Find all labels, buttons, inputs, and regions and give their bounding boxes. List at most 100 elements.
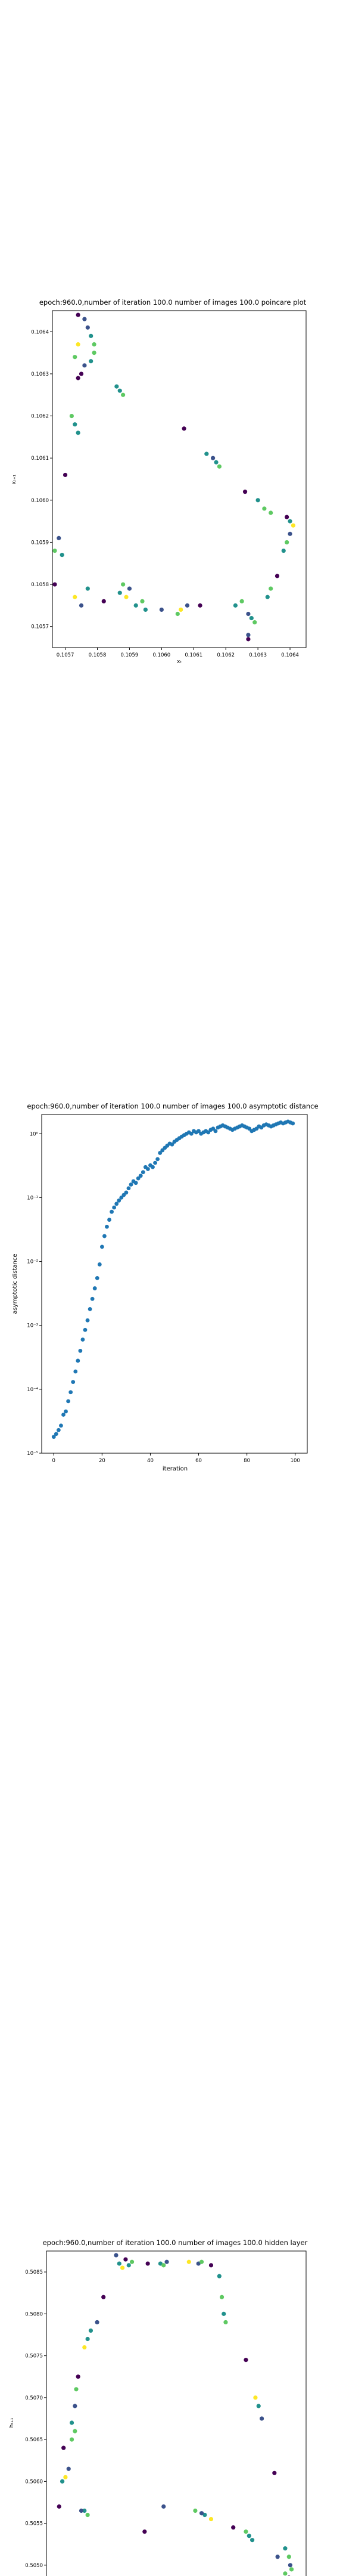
hidden-layer-chart: epoch:960.0,number of iteration 100.0 nu… — [9, 2238, 308, 2576]
scatter-point — [121, 582, 126, 587]
y-tick-label: 0.1062 — [31, 414, 49, 420]
asymptotic-x-axis-label: iteration — [163, 1466, 188, 1472]
scatter-point — [61, 2445, 66, 2450]
scatter-point — [246, 633, 251, 637]
scatter-point — [117, 1198, 121, 1203]
scatter-point — [265, 595, 270, 599]
poincare-chart: epoch:960.0,number of iteration 100.0 nu… — [11, 298, 307, 665]
scatter-point — [85, 2336, 90, 2342]
asymptotic-x-axis: 0 20 40 60 80 100 — [52, 1453, 300, 1464]
scatter-point — [97, 1262, 102, 1267]
scatter-point — [92, 342, 96, 347]
scatter-point — [288, 531, 292, 536]
asymptotic-plot-area — [41, 1114, 308, 1454]
scatter-point — [193, 2508, 198, 2513]
scatter-point — [63, 2475, 68, 2479]
y-tick-label: 0.1064 — [31, 329, 49, 335]
scatter-point — [114, 384, 119, 389]
scatter-point — [73, 595, 77, 599]
scatter-point — [101, 2295, 106, 2299]
scatter-point — [138, 1174, 143, 1178]
scatter-point — [123, 2257, 128, 2262]
scatter-point — [283, 2571, 288, 2576]
poincare-chart-title: epoch:960.0,number of iteration 100.0 nu… — [39, 298, 307, 306]
scatter-point — [73, 2429, 77, 2433]
scatter-point — [101, 599, 106, 603]
scatter-point — [286, 2555, 291, 2559]
y-tick-label: 10⁻² — [27, 1259, 38, 1265]
scatter-point — [158, 1151, 163, 1155]
scatter-point — [56, 1428, 61, 1432]
scatter-point — [256, 2404, 261, 2408]
scatter-point — [76, 342, 80, 347]
scatter-point — [198, 603, 202, 608]
scatter-point — [69, 413, 74, 419]
scatter-point — [85, 325, 90, 330]
scatter-point — [262, 506, 267, 511]
scatter-point — [83, 1327, 88, 1332]
scatter-point — [217, 2274, 222, 2278]
scatter-point — [95, 2320, 99, 2325]
scatter-point — [76, 376, 80, 380]
scatter-point — [126, 1186, 131, 1191]
scatter-point — [69, 2437, 74, 2442]
scatter-point — [259, 2416, 264, 2421]
scatter-point — [57, 2504, 61, 2509]
x-tick-label: 0.1063 — [249, 652, 267, 658]
scatter-point — [110, 1209, 114, 1214]
scatter-point — [189, 1131, 194, 1136]
scatter-point — [129, 1182, 133, 1187]
scatter-point — [127, 586, 132, 591]
x-tick-label: 0 — [52, 1458, 55, 1464]
scatter-point — [59, 1423, 63, 1428]
scatter-point — [175, 611, 180, 617]
scatter-point — [223, 2320, 228, 2325]
scatter-point — [164, 2259, 169, 2264]
scatter-point — [85, 2512, 90, 2518]
scatter-point — [179, 607, 183, 612]
scatter-point — [66, 1399, 70, 1404]
scatter-point — [275, 574, 280, 578]
scatter-point — [74, 2387, 79, 2392]
scatter-point — [288, 2563, 293, 2568]
hidden-layer-y-axis-label: hₜ₊₁ — [9, 2417, 15, 2428]
scatter-point — [126, 2263, 131, 2268]
scatter-point — [252, 620, 257, 625]
scatter-point — [250, 2538, 255, 2543]
scatter-point — [146, 1167, 150, 1171]
scatter-point — [73, 1369, 78, 1374]
scatter-point — [64, 1409, 68, 1414]
scatter-point — [291, 523, 296, 528]
scatter-point — [88, 1306, 92, 1311]
scatter-point — [233, 603, 238, 608]
scatter-point — [288, 519, 292, 524]
hidden-layer-y-axis: 0.5050 0.5055 0.5060 0.5065 0.5070 0.5075 0.50… — [25, 2270, 46, 2569]
scatter-point — [281, 548, 286, 553]
scatter-point — [231, 2525, 236, 2530]
x-tick-label: 20 — [99, 1458, 105, 1464]
scatter-point — [211, 456, 216, 460]
asymptotic-y-axis-label: asymptotic distance — [12, 1253, 18, 1314]
y-tick-label: 0.5050 — [25, 2563, 43, 2569]
scatter-point — [206, 1130, 211, 1135]
poincare-y-axis: 0.1057 0.1058 0.1059 0.1060 0.1061 0.1062 0.10… — [31, 329, 52, 630]
y-tick-label: 0.5055 — [25, 2521, 43, 2527]
scatter-point — [140, 599, 145, 603]
poincare-plot-area — [52, 310, 307, 648]
scatter-point — [121, 392, 126, 397]
scatter-point — [136, 1176, 141, 1181]
x-tick-label: 0.1059 — [121, 652, 139, 658]
scatter-point — [92, 351, 96, 355]
poincare-y-axis-label: xₜ₊₁ — [11, 474, 17, 484]
y-tick-label: 0.1057 — [31, 624, 49, 630]
x-tick-label: 0.1064 — [281, 652, 299, 658]
scatter-point — [66, 2466, 71, 2471]
hidden-layer-plot-area — [46, 2250, 307, 2576]
x-tick-label: 0.1057 — [57, 652, 74, 658]
scatter-point — [217, 464, 222, 469]
scatter-point — [275, 2555, 280, 2559]
x-tick-label: 0.1061 — [185, 652, 202, 658]
asymptotic-y-axis: 10⁻⁵ 10⁻⁴ 10⁻³ 10⁻² 10⁻¹ 10⁰ — [27, 1131, 42, 1457]
scatter-point — [219, 2295, 224, 2299]
x-tick-label: 40 — [147, 1458, 154, 1464]
